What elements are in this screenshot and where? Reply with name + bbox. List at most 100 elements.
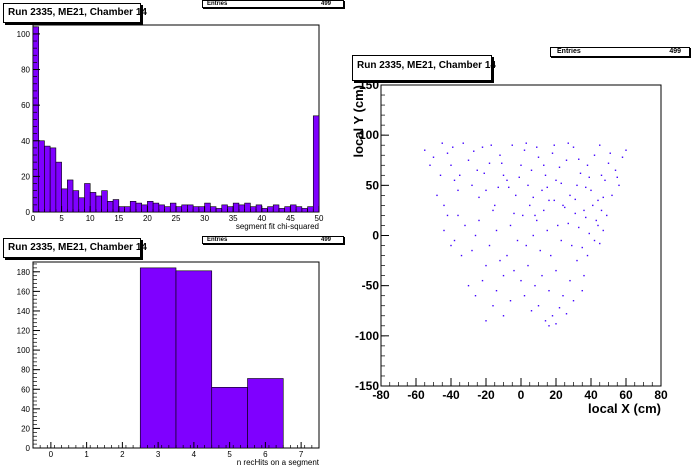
scatter-point bbox=[502, 174, 505, 176]
x-tick-label: 7 bbox=[299, 450, 304, 459]
scatter-point bbox=[520, 279, 522, 282]
scatter-point bbox=[593, 154, 596, 156]
scatter-point bbox=[457, 189, 459, 192]
x-axis-label: segment fit chi-squared bbox=[236, 222, 319, 231]
scatter-point bbox=[492, 305, 494, 307]
scatter-point bbox=[511, 144, 513, 146]
x-tick-label: 40 bbox=[257, 214, 266, 223]
scatter-point bbox=[443, 204, 445, 207]
scatter-point bbox=[529, 204, 531, 207]
histogram-bar bbox=[175, 206, 183, 213]
scatter-point bbox=[600, 209, 603, 212]
scatter-point bbox=[571, 244, 573, 247]
histogram-bar bbox=[107, 201, 114, 213]
x-tick-label: 60 bbox=[619, 388, 633, 402]
scatter-point bbox=[553, 199, 555, 202]
histogram-bar bbox=[61, 188, 68, 213]
y-tick-label: 0 bbox=[26, 208, 31, 217]
y-tick-label: 100 bbox=[17, 30, 31, 39]
scatter-point bbox=[543, 164, 545, 166]
scatter-point bbox=[557, 224, 559, 227]
x-tick-label: 15 bbox=[114, 214, 123, 223]
scatter-point bbox=[565, 313, 568, 315]
scatter-point bbox=[569, 194, 571, 197]
y-tick-label: 20 bbox=[21, 172, 30, 181]
scatter-point bbox=[567, 222, 569, 225]
scatter-point bbox=[481, 146, 484, 148]
histogram-bar bbox=[312, 115, 320, 213]
scatter-point bbox=[581, 246, 583, 249]
scatter-point bbox=[515, 194, 517, 197]
plot-title-scatter: Run 2335, ME21, Chamber 14 bbox=[352, 55, 496, 81]
y-tick-label: 50 bbox=[366, 178, 380, 192]
scatter-point bbox=[467, 159, 470, 161]
x-tick-label: 0 bbox=[518, 388, 525, 402]
scatter-point bbox=[597, 199, 599, 202]
scatter-point bbox=[536, 219, 538, 222]
scatter-point bbox=[485, 189, 487, 192]
stats-box-rechits: Entries 499 bbox=[202, 236, 344, 244]
scatter-point bbox=[586, 164, 589, 166]
histogram-bar bbox=[112, 199, 120, 213]
scatter-point bbox=[497, 186, 499, 189]
scatter-point bbox=[583, 274, 585, 277]
histogram-bar bbox=[78, 197, 85, 213]
scatter-point bbox=[618, 184, 620, 187]
x-tick-label: -80 bbox=[372, 388, 390, 402]
histogram-bar bbox=[164, 206, 171, 213]
scatter-point bbox=[553, 144, 555, 146]
histogram-bar bbox=[169, 202, 177, 213]
scatter-point bbox=[588, 232, 590, 235]
scatter-point bbox=[474, 234, 477, 237]
scatter-point bbox=[539, 249, 541, 252]
scatter-point bbox=[527, 184, 529, 187]
scatter-point bbox=[534, 214, 536, 217]
scatter-point bbox=[460, 254, 463, 257]
scatter-point bbox=[600, 174, 603, 176]
scatter-point bbox=[516, 239, 519, 242]
scatter-point bbox=[586, 254, 589, 257]
y-tick-label: 0 bbox=[26, 444, 31, 453]
stats-value: 499 bbox=[320, 1, 331, 7]
scatter-point bbox=[625, 149, 627, 151]
scatter-point bbox=[602, 196, 604, 199]
histogram-bar bbox=[152, 202, 160, 213]
histogram-bar bbox=[221, 204, 228, 213]
histogram-bar bbox=[147, 201, 154, 213]
y-tick-label: 0 bbox=[372, 229, 379, 243]
scatter-point bbox=[488, 244, 491, 247]
scatter-point bbox=[513, 212, 515, 215]
scatter-point bbox=[492, 209, 494, 212]
histogram-bar bbox=[129, 201, 137, 213]
scatter-point bbox=[446, 214, 449, 217]
y-tick-label: 40 bbox=[21, 405, 30, 414]
scatter-point bbox=[583, 209, 585, 212]
x-tick-label: 2 bbox=[120, 450, 125, 459]
histogram-bar bbox=[44, 145, 51, 213]
scatter-point bbox=[576, 184, 578, 187]
scatter-point bbox=[536, 146, 538, 148]
y-tick-label: -50 bbox=[362, 279, 380, 293]
scatter-point bbox=[585, 186, 587, 189]
scatter-point bbox=[441, 142, 443, 144]
scatter-point bbox=[464, 224, 466, 227]
histogram-bar bbox=[238, 204, 245, 213]
scatter-point bbox=[574, 212, 576, 215]
scatter-point bbox=[476, 169, 478, 171]
histogram-bar bbox=[141, 204, 148, 213]
scatter-point bbox=[579, 172, 582, 174]
scatter-point bbox=[530, 310, 533, 312]
x-tick-label: 30 bbox=[200, 214, 209, 223]
x-tick-label: 5 bbox=[227, 450, 232, 459]
histogram-bar bbox=[101, 190, 108, 213]
y-tick-label: 60 bbox=[21, 385, 30, 394]
scatter-point bbox=[474, 295, 477, 297]
scatter-point bbox=[555, 179, 557, 182]
y-tick-label: 80 bbox=[21, 66, 30, 75]
scatter-point bbox=[578, 158, 580, 160]
histogram-bar bbox=[272, 204, 280, 213]
scatter-point bbox=[509, 224, 512, 227]
scatter-point bbox=[578, 226, 580, 229]
histogram-bar bbox=[261, 208, 268, 213]
